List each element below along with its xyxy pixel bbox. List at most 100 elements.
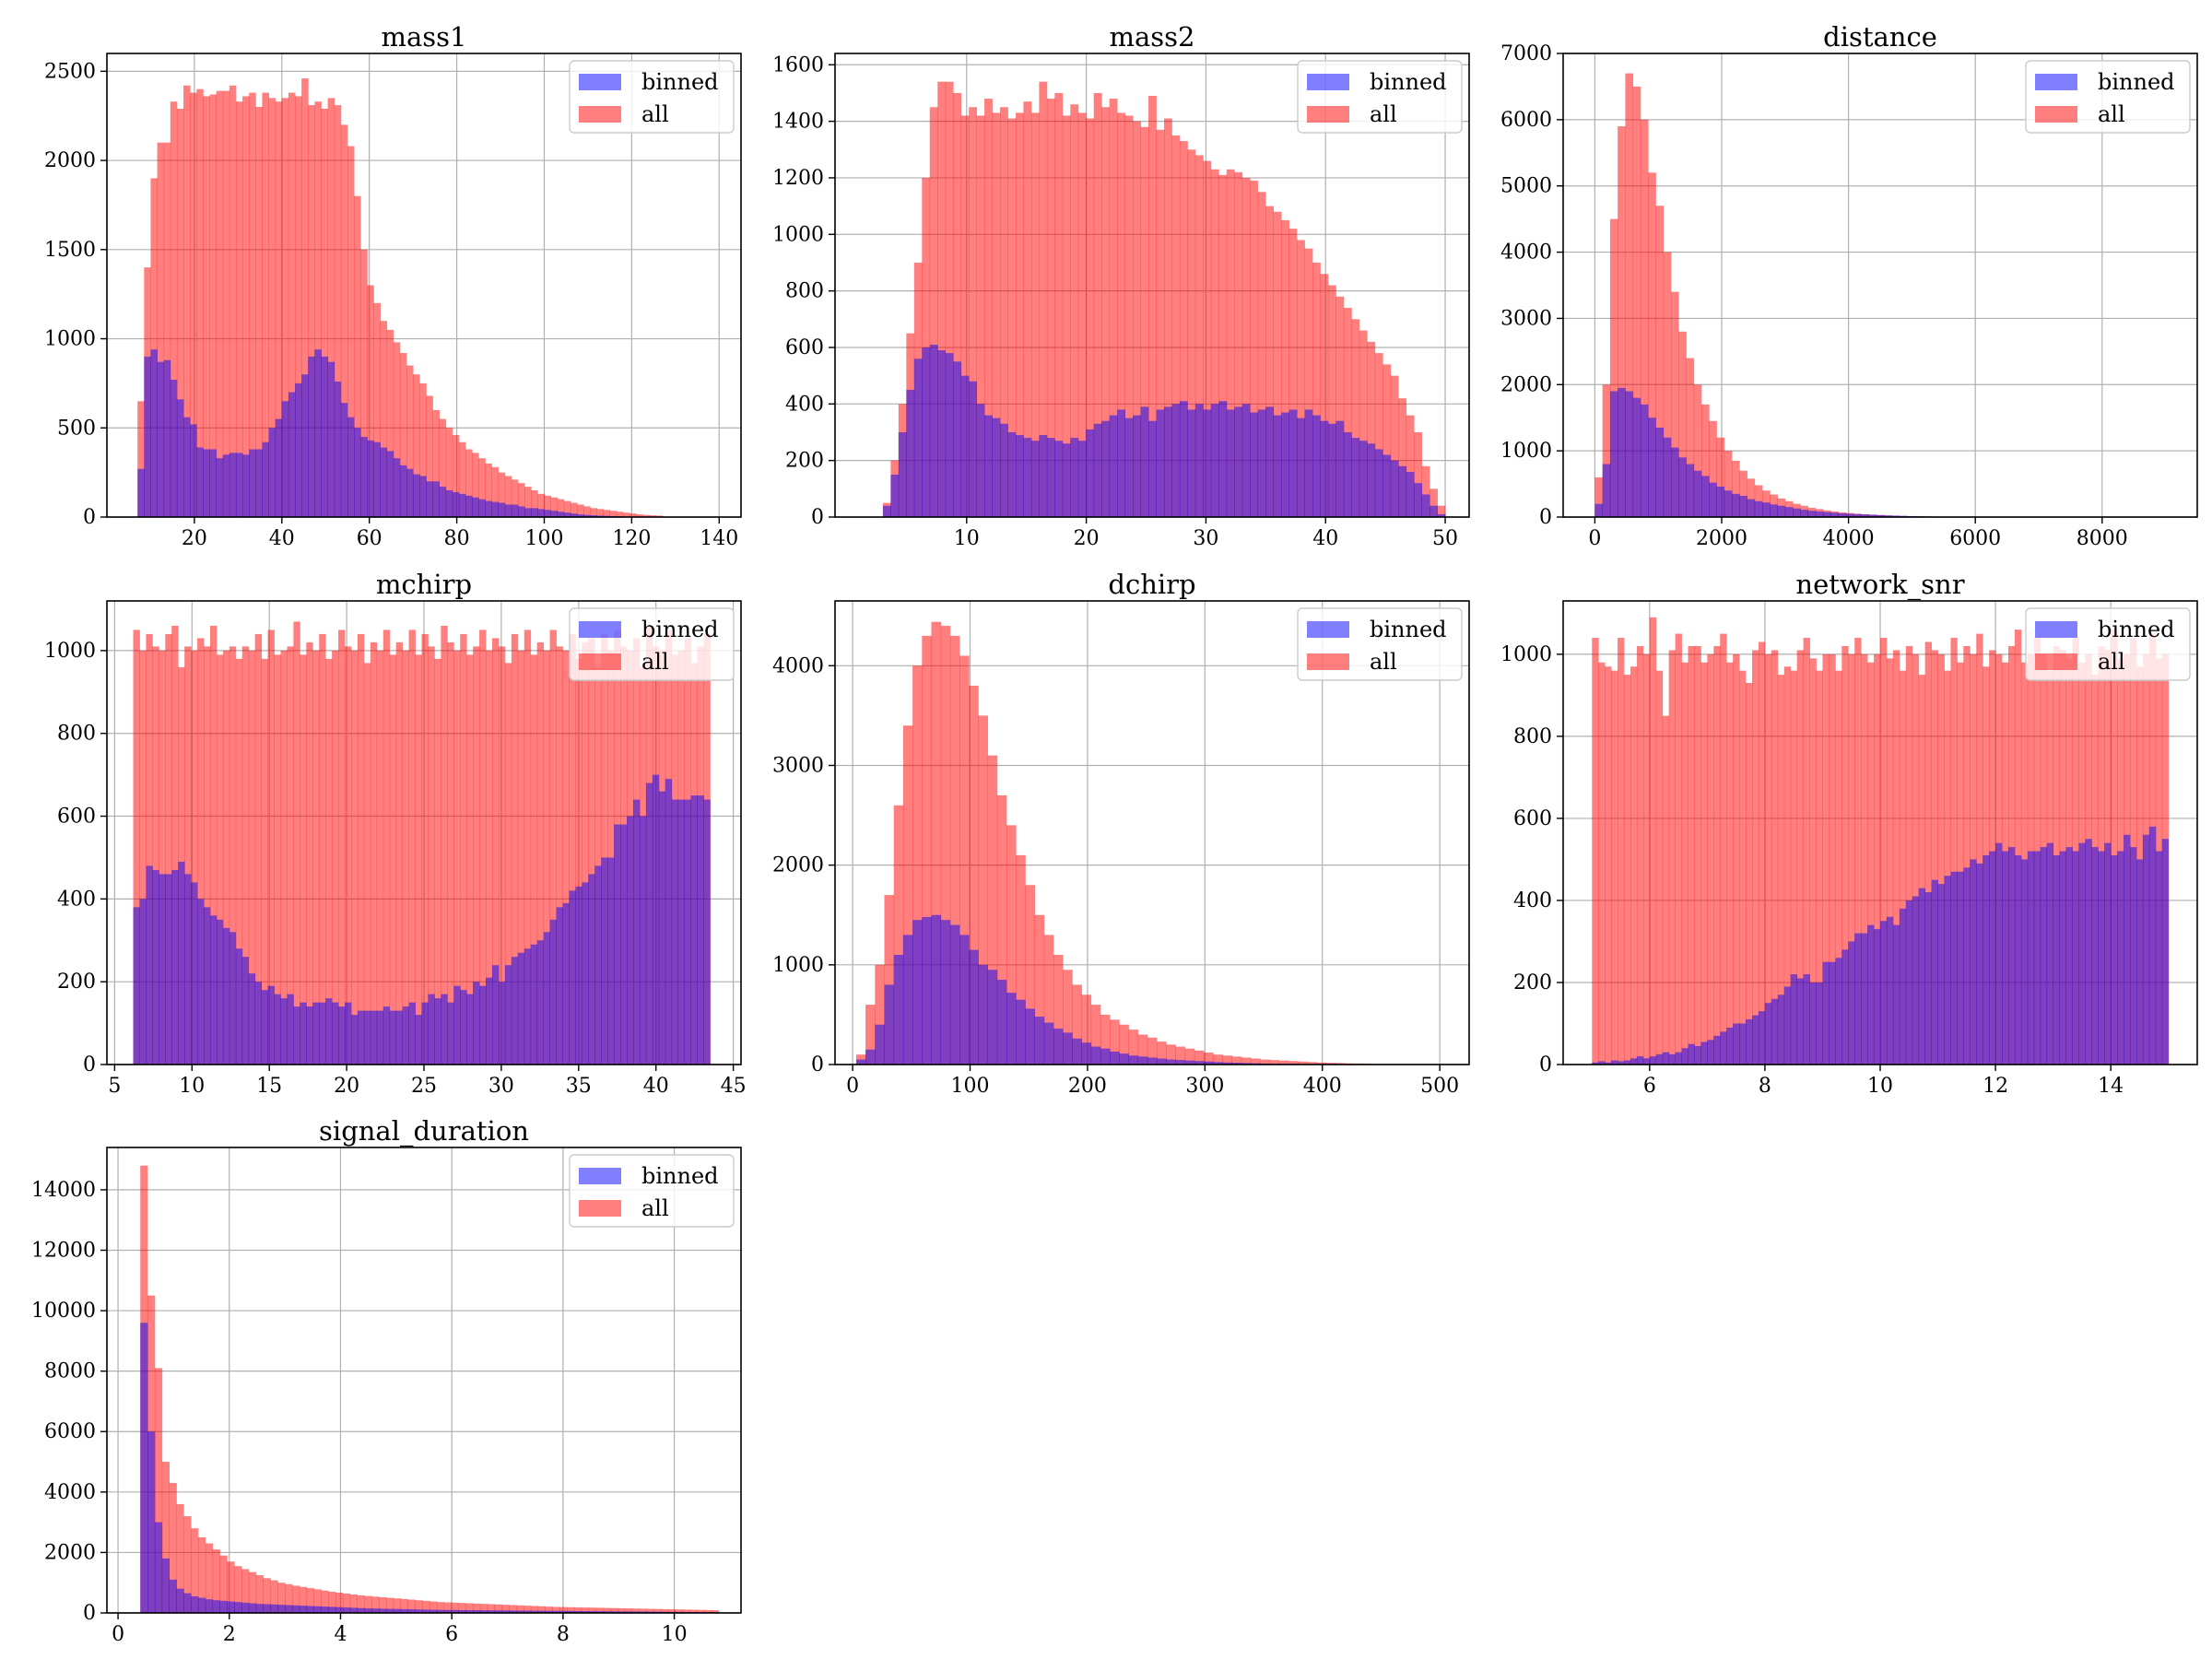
bar-binned <box>1793 508 1801 517</box>
bar-all <box>1880 638 1888 1065</box>
bar-binned <box>1845 513 1854 517</box>
bar-binned <box>277 1605 286 1613</box>
y-tick-label: 800 <box>57 723 96 746</box>
x-tick-label: 100 <box>951 1075 990 1098</box>
bar-all <box>1288 1061 1299 1065</box>
bar-binned <box>582 882 589 1065</box>
bar-binned <box>370 1010 378 1065</box>
bar-all <box>255 107 263 518</box>
legend-swatch-binned <box>1307 621 1349 638</box>
bar-binned <box>472 497 479 517</box>
y-tick-label: 600 <box>785 336 824 359</box>
bar-all <box>1288 229 1298 517</box>
bar-binned <box>1816 982 1823 1065</box>
bar-all <box>150 178 158 517</box>
bar-binned <box>203 449 210 517</box>
bar-all <box>524 629 532 1065</box>
subplot-title: network_snr <box>1795 569 1964 601</box>
bar-binned <box>407 1609 416 1613</box>
bar-all <box>1963 645 1971 1065</box>
bar-all <box>196 88 204 517</box>
bar-binned <box>949 924 960 1065</box>
bar-all <box>609 511 618 517</box>
bar-binned <box>1746 1019 1753 1065</box>
bar-binned <box>1374 449 1383 517</box>
bar-binned <box>1625 391 1634 517</box>
bar-all <box>1184 1048 1195 1065</box>
bar-binned <box>1241 1063 1252 1065</box>
bar-binned <box>335 1606 344 1613</box>
bar-all <box>242 96 250 517</box>
bar-binned <box>1861 933 1868 1065</box>
bar-binned <box>1724 490 1733 517</box>
bar-all <box>1241 1057 1252 1065</box>
bar-all <box>360 249 368 517</box>
bar-all <box>159 650 166 1065</box>
bar-binned <box>620 824 628 1065</box>
bar-binned <box>241 1602 250 1613</box>
bar-binned <box>1194 404 1204 517</box>
bar-all <box>631 1608 640 1613</box>
subplot-mass1: 20 40 60 80 100 120 140 0 500 1000 1500 2000 2500 mas… <box>44 21 742 550</box>
bar-all <box>212 1549 220 1613</box>
bar-all <box>1304 248 1313 517</box>
bar-all <box>1034 914 1045 1065</box>
bar-binned <box>1592 1062 1599 1065</box>
bar-binned <box>1359 441 1368 517</box>
bar-all <box>1320 274 1329 517</box>
bar-binned <box>332 1002 339 1065</box>
bar-all <box>1251 1058 1261 1065</box>
x-tick-label: 30 <box>1193 527 1218 550</box>
x-tick-label: 45 <box>721 1075 747 1098</box>
bar-all <box>1803 638 1810 1065</box>
bar-binned <box>1157 1058 1167 1065</box>
bar-all <box>1194 155 1204 518</box>
bar-binned <box>159 874 166 1065</box>
bar-all <box>1663 252 1672 517</box>
bar-all <box>190 92 197 518</box>
bar-binned <box>665 779 673 1065</box>
bar-binned <box>1892 924 1900 1065</box>
bar-all <box>516 1605 524 1613</box>
bar-binned <box>380 447 388 517</box>
bar-all <box>1886 658 1894 1065</box>
bar-all <box>498 646 506 1065</box>
bar-binned <box>1602 464 1611 517</box>
bar-all <box>1062 115 1071 517</box>
bar-all <box>466 654 474 1065</box>
bar-all <box>436 1602 445 1613</box>
bar-binned <box>319 1002 326 1065</box>
y-tick-label: 400 <box>785 393 824 416</box>
bar-binned <box>1777 505 1786 517</box>
bar-all <box>472 453 479 517</box>
x-tick-label: 60 <box>357 527 382 550</box>
bar-binned <box>1809 982 1817 1065</box>
bar-binned <box>212 1600 220 1613</box>
bar-binned <box>1950 871 1958 1065</box>
bar-binned <box>550 511 559 517</box>
bar-all <box>575 658 582 1065</box>
bar-all <box>1265 206 1275 517</box>
bar-binned <box>2130 847 2137 1065</box>
bar-binned <box>498 982 506 1065</box>
bar-all <box>570 502 578 517</box>
bar-binned <box>544 510 551 517</box>
x-tick-label: 500 <box>1420 1075 1459 1098</box>
bar-all <box>595 1607 604 1613</box>
bar-all <box>1771 650 1779 1065</box>
bar-binned <box>1618 387 1626 517</box>
bar-binned <box>458 1609 466 1613</box>
bar-all <box>1231 1056 1242 1065</box>
x-tick-label: 25 <box>411 1075 437 1098</box>
bar-binned <box>263 1604 271 1613</box>
bar-all <box>1668 650 1677 1065</box>
bar-binned <box>2104 842 2112 1065</box>
y-tick-label: 1400 <box>772 111 824 134</box>
bar-all <box>321 1590 329 1613</box>
bar-all <box>2111 629 2118 1065</box>
bar-binned <box>1093 423 1102 517</box>
bar-binned <box>357 1010 365 1065</box>
bar-binned <box>262 441 269 517</box>
bar-all <box>1325 1063 1336 1065</box>
bar-binned <box>1110 1051 1120 1065</box>
